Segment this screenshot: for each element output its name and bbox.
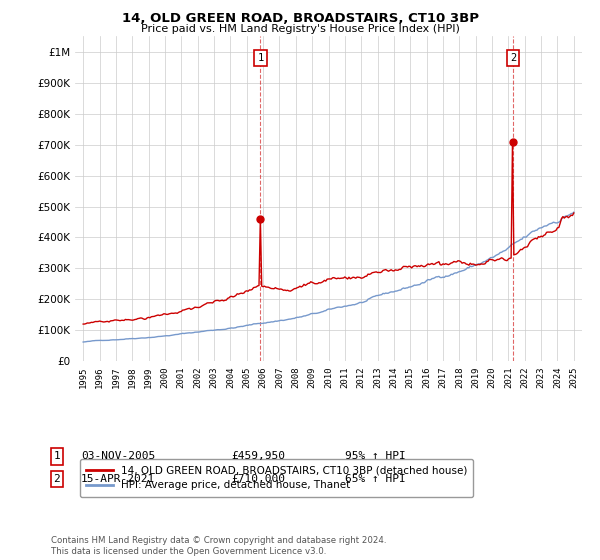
Text: £710,000: £710,000 xyxy=(231,474,285,484)
Text: 03-NOV-2005: 03-NOV-2005 xyxy=(81,451,155,461)
Text: 15-APR-2021: 15-APR-2021 xyxy=(81,474,155,484)
Text: 1: 1 xyxy=(257,53,263,63)
Text: 95% ↑ HPI: 95% ↑ HPI xyxy=(345,451,406,461)
Text: Contains HM Land Registry data © Crown copyright and database right 2024.
This d: Contains HM Land Registry data © Crown c… xyxy=(51,536,386,556)
Text: 14, OLD GREEN ROAD, BROADSTAIRS, CT10 3BP: 14, OLD GREEN ROAD, BROADSTAIRS, CT10 3B… xyxy=(121,12,479,25)
Text: £459,950: £459,950 xyxy=(231,451,285,461)
Text: 2: 2 xyxy=(510,53,516,63)
Text: Price paid vs. HM Land Registry's House Price Index (HPI): Price paid vs. HM Land Registry's House … xyxy=(140,24,460,34)
Text: 65% ↑ HPI: 65% ↑ HPI xyxy=(345,474,406,484)
Text: 1: 1 xyxy=(53,451,61,461)
Text: 2: 2 xyxy=(53,474,61,484)
Legend: 14, OLD GREEN ROAD, BROADSTAIRS, CT10 3BP (detached house), HPI: Average price, : 14, OLD GREEN ROAD, BROADSTAIRS, CT10 3B… xyxy=(80,459,473,497)
